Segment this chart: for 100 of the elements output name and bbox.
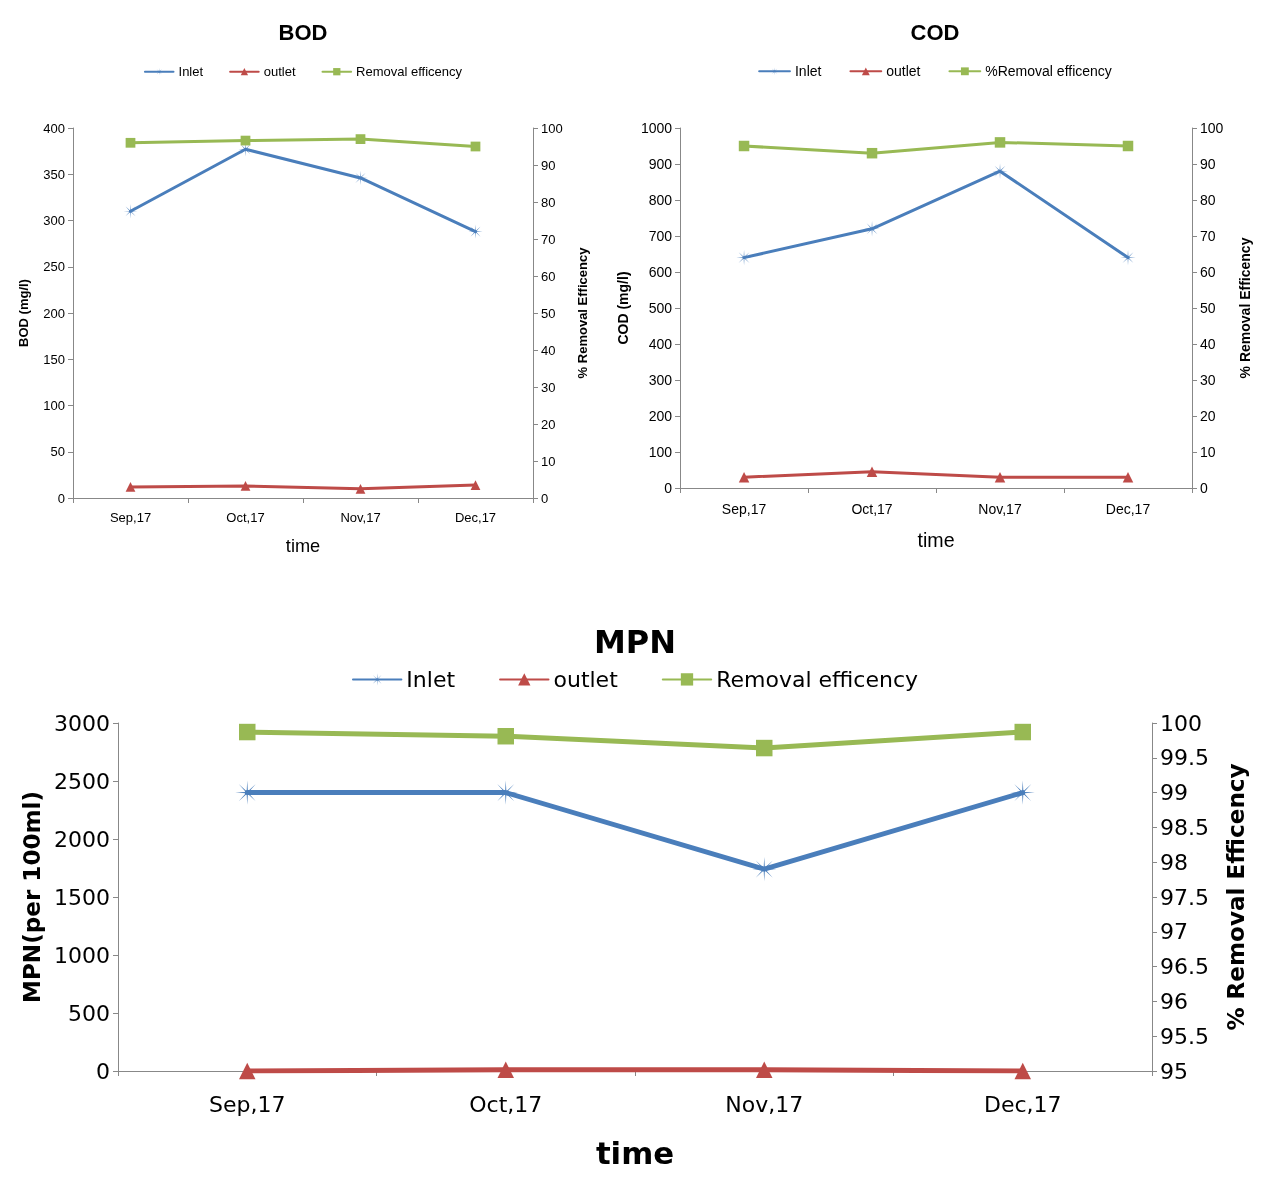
x-tick-label: Nov,17 xyxy=(725,1091,804,1117)
y2-tick-label: 60 xyxy=(541,268,556,284)
x-tick-label: Oct,17 xyxy=(226,510,265,525)
y-tick-label: 150 xyxy=(43,351,65,367)
y-tick-label: 0 xyxy=(57,490,65,506)
legend-label: %Removal efficency xyxy=(985,63,1112,80)
y2-tick-label: 60 xyxy=(1200,264,1216,280)
y2-tick-label: 100 xyxy=(1160,710,1202,736)
y-tick-label: 350 xyxy=(43,166,65,182)
chart-title: BOD xyxy=(278,19,328,45)
y2-tick-label: 0 xyxy=(1200,480,1208,496)
y-tick-label: 100 xyxy=(43,398,65,413)
point xyxy=(866,466,878,478)
y2-tick-label: 70 xyxy=(1200,228,1216,244)
y-tick-label: 300 xyxy=(43,213,65,228)
legend-label: outlet xyxy=(886,63,921,80)
y2-tick-label: 20 xyxy=(541,416,556,432)
legend-label: Inlet xyxy=(406,666,456,692)
x-tick-label: Oct,17 xyxy=(469,1091,543,1117)
y2-tick-label: 96.5 xyxy=(1160,954,1209,980)
y-tick-label: 900 xyxy=(648,156,673,172)
y2-tick-label: 10 xyxy=(1200,444,1216,460)
x-tick-label: Nov,17 xyxy=(978,501,1022,517)
y2-tick-label: 30 xyxy=(1200,372,1216,388)
y-tick-label: 800 xyxy=(648,192,673,208)
point xyxy=(756,739,773,757)
y-tick-label: 400 xyxy=(43,120,65,136)
y-tick-label: 400 xyxy=(648,336,673,352)
y2-tick-label: 70 xyxy=(541,231,556,247)
x-tick-label: Dec,17 xyxy=(454,510,497,525)
y-axis-title: COD (mg/l) xyxy=(615,271,631,345)
legend-label: outlet xyxy=(553,666,619,692)
y2-tick-label: 99 xyxy=(1160,780,1188,806)
y-tick-label: 500 xyxy=(68,1000,110,1026)
point xyxy=(1014,723,1031,741)
y2-tick-label: 40 xyxy=(541,342,556,358)
y2-tick-label: 50 xyxy=(541,305,556,321)
legend-label: Removal efficency xyxy=(356,64,463,80)
x-axis-title: time xyxy=(595,1134,675,1171)
point xyxy=(355,483,366,494)
y-tick-label: 1000 xyxy=(54,942,110,968)
point xyxy=(470,480,481,490)
x-tick-label: Nov,17 xyxy=(340,510,381,525)
y2-axis-title: % Removal Efficency xyxy=(574,246,590,379)
x-tick-label: Dec,17 xyxy=(1105,501,1151,517)
point xyxy=(468,224,483,239)
y-tick-label: 600 xyxy=(648,264,673,280)
x-tick-label: Sep,17 xyxy=(721,501,767,517)
point xyxy=(239,723,256,741)
y2-tick-label: 97 xyxy=(1160,919,1188,945)
point xyxy=(125,137,136,148)
y2-tick-label: 90 xyxy=(1200,156,1216,172)
y2-tick-label: 40 xyxy=(1200,336,1216,352)
y2-tick-label: 95 xyxy=(1160,1058,1188,1084)
y2-tick-label: 80 xyxy=(1200,192,1216,208)
y2-tick-label: 99.5 xyxy=(1160,745,1209,771)
y2-tick-label: 98.5 xyxy=(1160,814,1209,840)
legend-label: Inlet xyxy=(794,63,822,80)
y2-axis-title: % Removal Efficency xyxy=(1223,763,1250,1031)
y2-tick-label: 98 xyxy=(1160,849,1188,875)
point xyxy=(1122,471,1134,483)
y-tick-label: 3000 xyxy=(54,710,110,736)
y-tick-label: 50 xyxy=(50,444,65,460)
point xyxy=(497,1061,514,1079)
x-axis-title: time xyxy=(285,536,321,556)
legend-label: outlet xyxy=(263,64,296,80)
chart-title: MPN xyxy=(593,623,677,661)
y2-tick-label: 10 xyxy=(541,453,556,469)
point xyxy=(355,134,366,144)
x-tick-label: Dec,17 xyxy=(983,1091,1062,1117)
x-tick-label: Sep,17 xyxy=(109,510,152,525)
y-tick-label: 200 xyxy=(43,305,65,321)
y-tick-label: 0 xyxy=(664,480,673,496)
point xyxy=(1014,1062,1031,1080)
y2-tick-label: 0 xyxy=(541,490,549,506)
y-tick-label: 200 xyxy=(648,408,673,424)
y2-tick-label: 80 xyxy=(541,194,556,210)
y-tick-label: 2500 xyxy=(54,768,110,794)
y-tick-label: 700 xyxy=(648,228,673,244)
y-tick-label: 1500 xyxy=(54,884,110,910)
y-tick-label: 1000 xyxy=(640,120,673,136)
point xyxy=(738,471,750,483)
y-tick-label: 500 xyxy=(648,300,673,316)
x-tick-label: Oct,17 xyxy=(851,501,893,517)
y-tick-label: 100 xyxy=(648,444,673,460)
y-axis-title: MPN(per 100ml) xyxy=(18,790,45,1004)
y-tick-label: 0 xyxy=(96,1058,110,1084)
y2-tick-label: 96 xyxy=(1160,988,1188,1014)
y-tick-label: 2000 xyxy=(54,826,110,852)
legend-label: Removal efficency xyxy=(716,666,919,692)
chart-title: COD xyxy=(910,19,960,45)
y2-tick-label: 90 xyxy=(541,157,556,173)
y2-tick-label: 30 xyxy=(541,379,556,395)
y2-tick-label: 100 xyxy=(1200,120,1224,136)
legend-label: Inlet xyxy=(178,64,204,80)
y-tick-label: 250 xyxy=(43,259,65,275)
y-axis-title: BOD (mg/l) xyxy=(16,279,32,347)
y2-tick-label: 95.5 xyxy=(1160,1023,1209,1049)
point xyxy=(239,1062,256,1080)
x-tick-label: Sep,17 xyxy=(209,1091,286,1117)
